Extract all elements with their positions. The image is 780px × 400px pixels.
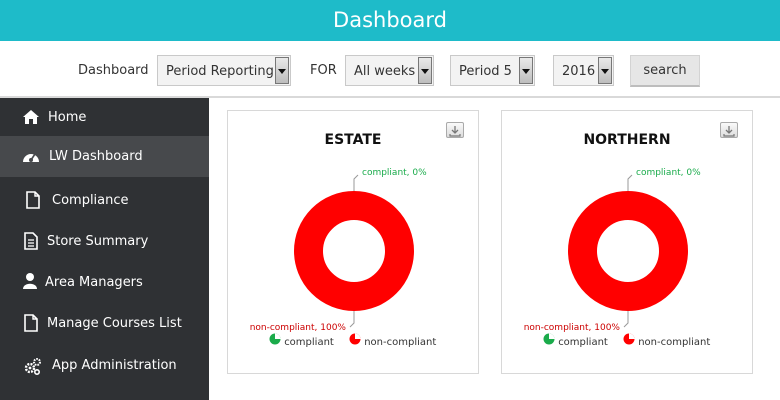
data-label-compliant: compliant, 0% [636,168,701,178]
sidebar-item-compliance[interactable]: Compliance [0,178,209,219]
slice-non-compliant[interactable] [294,191,414,311]
chevron-down-icon[interactable] [418,57,432,84]
legend-label: compliant [284,337,334,348]
legend-label: non-compliant [638,337,711,348]
for-label: FOR [310,63,337,78]
legend-item-compliant[interactable]: compliant [543,333,608,348]
legend-label: non-compliant [364,337,437,348]
sidebar-item-manage-courses-list[interactable]: Manage Courses List [0,302,209,343]
sidebar-item-home[interactable]: Home [0,98,209,139]
legend-item-non-compliant[interactable]: non-compliant [349,333,437,348]
page-header: Dashboard [0,0,780,41]
search-button[interactable]: search [630,55,700,87]
sidebar-item-label: LW Dashboard [49,149,143,164]
document-icon [24,314,38,332]
sidebar-item-label: Store Summary [47,234,149,249]
chart-panel-northern: NORTHERN compliant, 0% non-compliant, 100… [501,110,753,374]
sidebar-item-label: Area Managers [45,275,143,290]
leader-line-non-compliant [349,311,355,328]
dashboard-label: Dashboard [78,63,149,78]
user-icon [23,273,37,289]
leader-line-non-compliant [623,311,629,328]
sidebar-item-app-administration[interactable]: App Administration [0,344,209,385]
list-document-icon [24,232,38,250]
data-label-compliant: compliant, 0% [362,168,427,178]
chevron-down-icon[interactable] [598,57,612,84]
sidebar-item-area-managers[interactable]: Area Managers [0,261,209,302]
download-icon[interactable] [446,122,464,138]
year-select[interactable]: 2016 [553,55,614,86]
chevron-down-icon[interactable] [275,57,289,84]
slice-non-compliant[interactable] [568,191,688,311]
main-content: ESTATE compliant, 0% non-compliant, 100% … [209,98,780,400]
document-icon [26,191,40,209]
report-select-value: Period Reporting [166,64,274,79]
sidebar-item-label: Home [48,110,87,125]
period-select-value: Period 5 [459,64,512,79]
home-icon [23,110,39,124]
sidebar-item-label: Compliance [52,193,129,208]
data-label-non-compliant: non-compliant, 100% [524,323,621,333]
chart-legend: compliant non-compliant [543,333,710,348]
sidebar-item-lw-dashboard[interactable]: LW Dashboard [0,136,209,177]
gears-icon [24,358,41,375]
chevron-down-icon[interactable] [519,57,533,84]
chart-title: NORTHERN [583,132,671,148]
sidebar: Home LW Dashboard Compliance Store Summa… [0,98,209,400]
data-label-non-compliant: non-compliant, 100% [250,323,347,333]
donut-chart-northern: compliant, 0% non-compliant, 100% [524,168,701,333]
year-select-value: 2016 [562,64,596,79]
chart-legend: compliant non-compliant [269,333,436,348]
sidebar-item-label: Manage Courses List [47,316,182,331]
filter-bar: Dashboard Period Reporting FOR All weeks… [0,41,780,98]
download-icon[interactable] [720,122,738,138]
weeks-select[interactable]: All weeks [345,55,434,86]
leader-line-compliant [627,174,633,191]
donut-chart-estate: compliant, 0% non-compliant, 100% [250,168,427,333]
period-select[interactable]: Period 5 [450,55,535,86]
dashboard-icon [23,153,39,162]
sidebar-item-label: App Administration [52,358,177,373]
page-title: Dashboard [333,8,447,32]
weeks-select-value: All weeks [354,64,416,79]
sidebar-item-store-summary[interactable]: Store Summary [0,220,209,261]
chart-title: ESTATE [324,132,382,148]
legend-item-non-compliant[interactable]: non-compliant [623,333,711,348]
report-select[interactable]: Period Reporting [157,55,291,86]
leader-line-compliant [353,174,359,191]
chart-panel-estate: ESTATE compliant, 0% non-compliant, 100% … [227,110,479,374]
legend-item-compliant[interactable]: compliant [269,333,334,348]
legend-label: compliant [558,337,608,348]
